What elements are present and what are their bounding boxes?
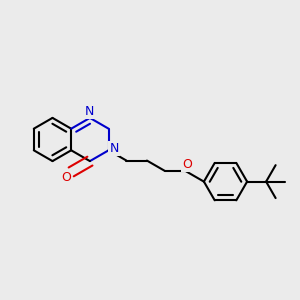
Text: N: N [109, 142, 119, 155]
Text: O: O [182, 158, 192, 171]
Text: N: N [85, 105, 94, 118]
Text: O: O [61, 171, 71, 184]
